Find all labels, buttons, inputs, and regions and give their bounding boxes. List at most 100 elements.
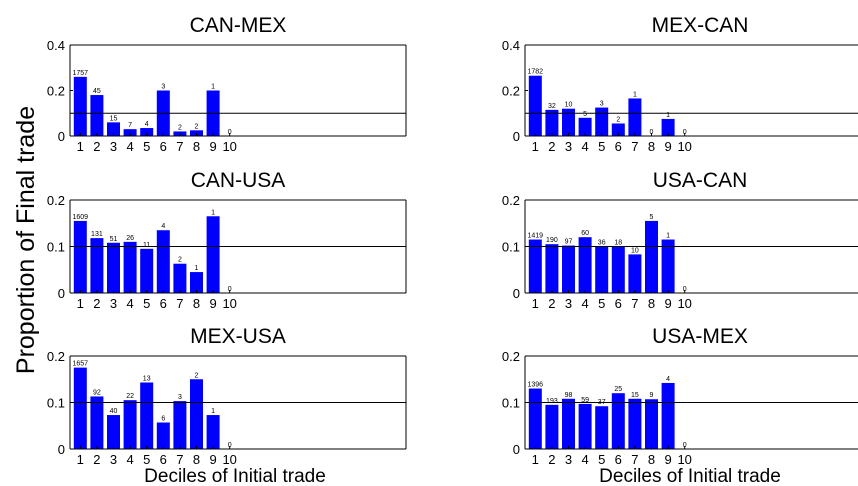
x-tick-label: 9 xyxy=(664,452,671,467)
bar-label-1: 1609 xyxy=(73,214,89,221)
x-tick-label: 2 xyxy=(548,452,555,467)
x-tick-label: 10 xyxy=(677,139,691,154)
x-tick-label: 1 xyxy=(532,139,539,154)
x-tick-label: 5 xyxy=(143,452,150,467)
x-tick-label: 3 xyxy=(110,296,117,311)
x-tick-label: 4 xyxy=(581,452,588,467)
figure-xlabel-left: Deciles of Initial trade xyxy=(144,466,326,486)
bar-label-9: 1 xyxy=(666,233,670,240)
x-tick-label: 5 xyxy=(143,139,150,154)
x-tick-label: 1 xyxy=(77,452,84,467)
y-tick-label: 0.1 xyxy=(502,396,520,411)
x-tick-label: 10 xyxy=(677,296,691,311)
figure-ylabel: Proportion of Final trade xyxy=(12,106,40,374)
panels-group: CAN-MEX1757145215374453627281901000.20.4… xyxy=(47,14,858,467)
bar-4 xyxy=(578,117,592,136)
bar-3 xyxy=(107,415,120,449)
bar-label-3: 97 xyxy=(565,239,573,246)
x-tick-label: 4 xyxy=(581,296,588,311)
bar-5 xyxy=(595,406,609,449)
bar-label-3: 40 xyxy=(110,408,118,415)
x-tick-label: 7 xyxy=(176,296,183,311)
bar-6 xyxy=(156,230,170,293)
bar-label-8: 9 xyxy=(650,392,654,399)
y-tick-label: 0.2 xyxy=(502,349,520,364)
x-tick-label: 8 xyxy=(648,452,655,467)
panel-title: MEX-CAN xyxy=(652,14,749,37)
x-tick-label: 1 xyxy=(77,139,84,154)
y-tick-label: 0 xyxy=(58,442,65,457)
x-tick-label: 6 xyxy=(615,296,622,311)
bar-label-1: 1419 xyxy=(528,233,544,240)
bar-4 xyxy=(578,403,592,449)
bar-label-9: 1 xyxy=(211,209,215,216)
x-tick-label: 8 xyxy=(193,139,200,154)
y-tick-label: 0 xyxy=(58,286,65,301)
x-tick-label: 3 xyxy=(565,296,572,311)
bar-label-8: 1 xyxy=(195,265,199,272)
x-tick-label: 3 xyxy=(565,139,572,154)
bar-2 xyxy=(90,396,104,449)
bar-2 xyxy=(545,244,559,293)
bar-label-5: 4 xyxy=(145,121,149,128)
bar-4 xyxy=(123,241,137,293)
bar-label-7: 1 xyxy=(633,91,637,98)
bar-5 xyxy=(140,382,154,449)
x-tick-label: 5 xyxy=(143,296,150,311)
bar-label-10: 0 xyxy=(228,286,232,293)
bar-2 xyxy=(545,404,559,449)
x-tick-label: 10 xyxy=(222,139,236,154)
bar-label-3: 15 xyxy=(110,115,118,122)
bar-label-3: 51 xyxy=(110,236,118,243)
figure-xlabel-right: Deciles of Initial trade xyxy=(599,466,781,486)
x-tick-label: 3 xyxy=(565,452,572,467)
bar-label-5: 13 xyxy=(143,376,151,383)
bar-5 xyxy=(140,248,154,293)
x-tick-label: 2 xyxy=(93,296,100,311)
bar-label-1: 1657 xyxy=(73,361,89,368)
x-tick-label: 9 xyxy=(209,296,216,311)
panel-title: CAN-MEX xyxy=(190,14,287,37)
panel-can-usa: CAN-USA1609113125132641154627181901000.1… xyxy=(47,169,407,311)
panel-title: CAN-USA xyxy=(191,169,286,192)
x-tick-label: 4 xyxy=(126,452,133,467)
bar-8 xyxy=(190,272,203,293)
bar-label-7: 2 xyxy=(178,257,182,264)
bar-label-7: 15 xyxy=(631,392,639,399)
x-tick-label: 6 xyxy=(615,139,622,154)
bar-label-8: 0 xyxy=(650,129,654,136)
bar-2 xyxy=(90,95,104,136)
bar-label-2: 190 xyxy=(546,237,558,244)
bar-label-4: 60 xyxy=(581,230,589,237)
bar-1 xyxy=(73,220,87,293)
x-tick-label: 2 xyxy=(93,139,100,154)
bar-1 xyxy=(73,76,87,136)
bar-label-6: 25 xyxy=(614,386,622,393)
x-tick-label: 8 xyxy=(648,296,655,311)
bar-2 xyxy=(90,238,104,293)
bar-label-7: 10 xyxy=(631,247,639,254)
bar-1 xyxy=(528,239,542,293)
bar-6 xyxy=(611,393,625,449)
bar-label-7: 2 xyxy=(178,124,182,131)
x-tick-label: 2 xyxy=(548,296,555,311)
y-tick-label: 0.2 xyxy=(502,193,520,208)
x-tick-label: 1 xyxy=(532,296,539,311)
bar-label-6: 6 xyxy=(161,415,165,422)
x-tick-label: 6 xyxy=(160,452,167,467)
y-tick-label: 0 xyxy=(513,442,520,457)
x-tick-label: 10 xyxy=(222,452,236,467)
y-tick-label: 0.2 xyxy=(47,349,65,364)
x-tick-label: 9 xyxy=(664,296,671,311)
x-tick-label: 8 xyxy=(193,452,200,467)
x-tick-label: 9 xyxy=(664,139,671,154)
panel-title: USA-MEX xyxy=(652,325,748,348)
bar-label-2: 32 xyxy=(548,103,556,110)
bar-label-5: 11 xyxy=(143,242,150,249)
x-tick-label: 5 xyxy=(598,452,605,467)
bar-label-7: 3 xyxy=(178,394,182,401)
bar-label-1: 1782 xyxy=(528,69,544,76)
